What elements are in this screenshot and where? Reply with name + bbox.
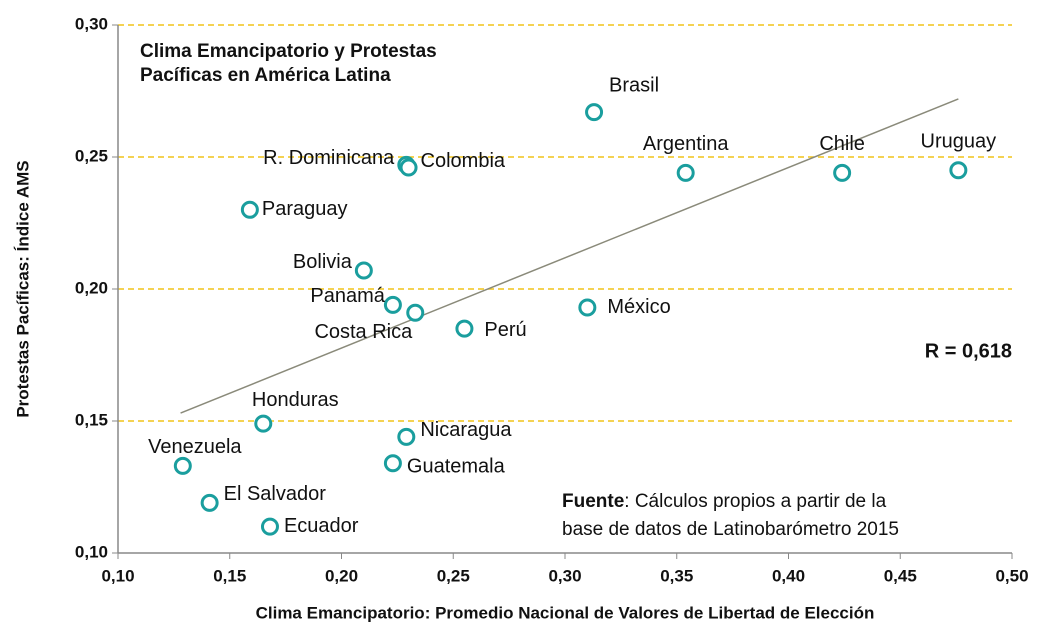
point <box>949 161 968 180</box>
point <box>397 427 416 446</box>
point <box>383 295 402 314</box>
x-tick-label: 0,30 <box>548 566 581 585</box>
point-label: Venezuela <box>148 436 242 458</box>
point <box>240 200 259 219</box>
point <box>354 261 373 280</box>
point <box>578 298 597 317</box>
x-tick-label: 0,45 <box>884 566 917 585</box>
point <box>585 103 604 122</box>
point <box>254 414 273 433</box>
point-label: Honduras <box>252 389 339 411</box>
point <box>173 456 192 475</box>
point-label: Colombia <box>421 150 506 172</box>
point-label: Paraguay <box>262 198 348 220</box>
point <box>399 158 418 177</box>
x-tick-label: 0,10 <box>101 566 134 585</box>
y-tick-label: 0,10 <box>75 542 108 561</box>
point <box>406 303 425 322</box>
chart-title: Clima Emancipatorio y Protestas <box>140 41 437 62</box>
point <box>455 319 474 338</box>
r-value: R = 0,618 <box>925 340 1012 362</box>
point-label: Ecuador <box>284 515 359 537</box>
point-label: Argentina <box>643 133 729 155</box>
y-tick-label: 0,15 <box>75 410 108 429</box>
point-label: Costa Rica <box>314 321 413 343</box>
point-label: Brasil <box>609 74 659 96</box>
y-tick-label: 0,25 <box>75 146 108 165</box>
x-tick-label: 0,15 <box>213 566 246 585</box>
trend-line <box>180 98 959 414</box>
source-note: base de datos de Latinobarómetro 2015 <box>562 519 899 540</box>
point <box>200 493 219 512</box>
point <box>676 163 695 182</box>
source-note: Fuente: Cálculos propios a partir de la <box>562 491 887 512</box>
point-label: México <box>607 296 670 318</box>
y-tick-label: 0,20 <box>75 278 108 297</box>
x-tick-label: 0,50 <box>995 566 1028 585</box>
point-label: R. Dominicana <box>263 147 395 169</box>
point <box>383 454 402 473</box>
x-tick-label: 0,20 <box>325 566 358 585</box>
point-label: Guatemala <box>407 456 506 478</box>
point-label: El Salvador <box>224 483 327 505</box>
point <box>833 163 852 182</box>
y-tick-label: 0,30 <box>75 14 108 33</box>
point-label: Chile <box>819 133 865 155</box>
point-label: Panamá <box>310 285 385 307</box>
source-bold: Fuente <box>562 491 624 512</box>
x-tick-label: 0,35 <box>660 566 693 585</box>
source-text: : Cálculos propios a partir de la <box>624 491 886 512</box>
point-label: Nicaragua <box>420 419 512 441</box>
point <box>260 517 279 536</box>
point-label: Perú <box>484 319 526 341</box>
y-axis-label: Protestas Pacíficas: Índice AMS <box>13 160 32 417</box>
x-axis-label: Clima Emancipatorio: Promedio Nacional d… <box>256 603 875 622</box>
point-label: Uruguay <box>921 130 997 152</box>
x-tick-label: 0,40 <box>772 566 805 585</box>
chart-title: Pacíficas en América Latina <box>140 65 391 86</box>
x-tick-label: 0,25 <box>437 566 470 585</box>
point-label: Bolivia <box>293 251 353 273</box>
